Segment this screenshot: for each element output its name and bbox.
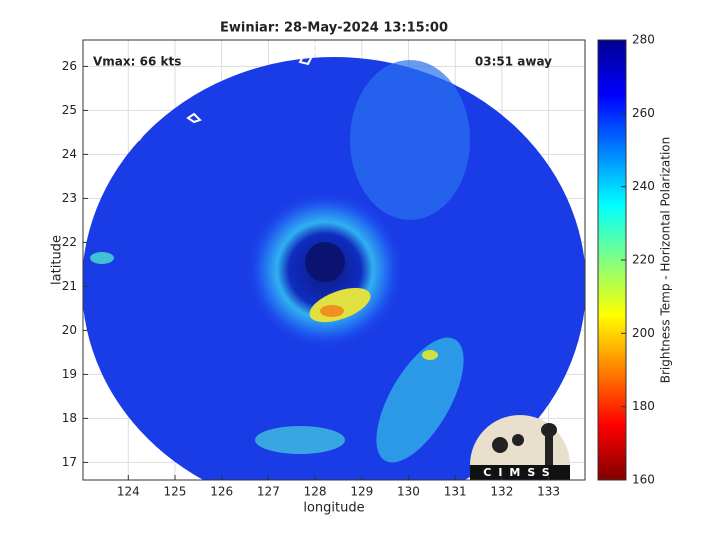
- annotation: Vmax: 66 kts: [93, 55, 181, 69]
- x-tick-label: 130: [397, 485, 420, 499]
- x-axis-label: longitude: [303, 501, 364, 516]
- y-tick-label: 19: [62, 367, 77, 381]
- y-tick-label: 18: [62, 411, 77, 425]
- y-tick-label: 24: [62, 147, 77, 161]
- logo-text: CIMSS: [483, 466, 556, 479]
- x-tick-label: 124: [117, 485, 140, 499]
- colorbar-tick-label: 220: [632, 253, 655, 267]
- colorbar-tick-label: 280: [632, 33, 655, 47]
- x-tick-label: 127: [257, 485, 280, 499]
- y-tick-label: 22: [62, 235, 77, 249]
- annotation: 03:51 away: [475, 55, 552, 69]
- colorbar-label: Brightness Temp - Horizontal Polarizatio…: [659, 137, 673, 384]
- x-tick-label: 128: [304, 485, 327, 499]
- cimss-logo: CIMSS: [470, 415, 570, 480]
- y-tick-label: 26: [62, 59, 77, 73]
- y-tick-label: 20: [62, 323, 77, 337]
- x-tick-label: 132: [490, 485, 513, 499]
- colorbar-tick-label: 240: [632, 179, 655, 193]
- x-tick-label: 126: [210, 485, 233, 499]
- y-axis-label: latitude: [50, 235, 65, 285]
- x-tick-label: 125: [164, 485, 187, 499]
- y-tick-label: 21: [62, 279, 77, 293]
- chart-title: Ewiniar: 28-May-2024 13:15:00: [220, 21, 448, 36]
- y-tick-label: 25: [62, 103, 77, 117]
- colorbar-tick-label: 260: [632, 106, 655, 120]
- x-tick-label: 131: [444, 485, 467, 499]
- plot-frame: [82, 39, 586, 481]
- colorbar-tick-label: 180: [632, 399, 655, 413]
- satellite-swath: CIMSS: [83, 40, 585, 480]
- y-tick-label: 23: [62, 191, 77, 205]
- y-tick-label: 17: [62, 455, 77, 469]
- x-tick-label: 129: [350, 485, 373, 499]
- colorbar-tick-label: 200: [632, 326, 655, 340]
- colorbar-tick-label: 160: [632, 473, 655, 487]
- x-tick-label: 133: [537, 485, 560, 499]
